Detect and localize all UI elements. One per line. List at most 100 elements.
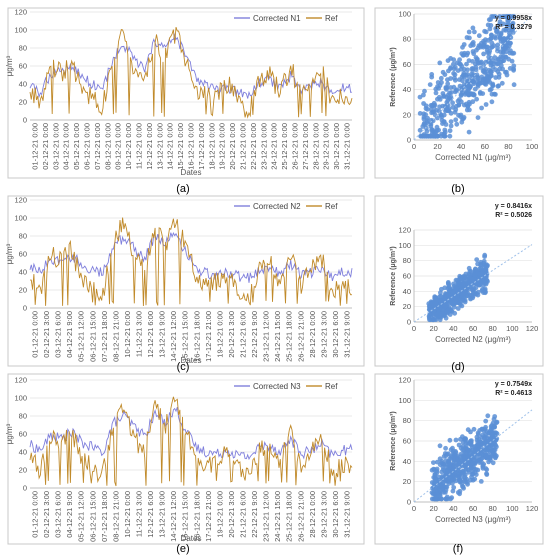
- scatter-point: [448, 119, 454, 124]
- y-tick-label: 0: [23, 116, 27, 125]
- scatter-point: [437, 60, 443, 66]
- scatter-point: [428, 117, 434, 123]
- scatter-point: [481, 68, 487, 73]
- scatter-point: [470, 472, 475, 477]
- legend-label: Ref: [325, 14, 338, 23]
- y-tick-label: 0: [407, 318, 411, 327]
- scatter-point: [483, 37, 488, 43]
- scatter-point: [503, 54, 509, 60]
- scatter-point: [446, 451, 451, 457]
- scatter-point: [457, 275, 463, 281]
- scatter-point: [506, 27, 512, 33]
- x-tick-label: 04-12-21 0:00: [62, 123, 71, 170]
- scatter-point: [472, 458, 477, 463]
- scatter-point: [438, 75, 444, 81]
- scatter-point: [446, 292, 451, 298]
- x-tick-label: 03-12-21 6:00: [54, 311, 63, 358]
- r-squared-label: R² = 0.4613: [495, 390, 532, 397]
- scatter-point: [481, 258, 487, 264]
- scatter-point: [459, 303, 465, 309]
- series-line-ref: [29, 396, 353, 487]
- scatter-point: [478, 479, 484, 484]
- x-tick-label: 16-12-21 0:00: [187, 123, 196, 170]
- panel-label: (a): [176, 183, 189, 195]
- y-tick-label: 120: [398, 226, 411, 235]
- scatter-point: [501, 27, 507, 33]
- x-axis-title: Dates: [181, 356, 202, 365]
- y-tick-label: 60: [19, 250, 27, 259]
- x-tick-label: 25-12-21 0:00: [280, 123, 289, 170]
- scatter-point: [476, 33, 482, 39]
- scatter-point: [426, 315, 432, 321]
- scatter-point: [437, 496, 442, 502]
- x-tick-label: 05-12-21 0:00: [72, 123, 81, 170]
- scatter-point: [444, 106, 450, 112]
- x-tick-label: 04-12-21 9:00: [65, 491, 74, 538]
- scatter-point: [422, 88, 427, 94]
- scatter-point: [423, 125, 429, 131]
- scatter-point: [450, 104, 456, 110]
- scatter-point: [489, 99, 495, 105]
- x-tick-label: 06-12-21 15:00: [88, 311, 97, 362]
- scatter-point: [423, 106, 429, 111]
- scatter-point: [477, 91, 483, 96]
- x-tick-label: 17-12-21 21:00: [204, 491, 213, 542]
- scatter-point: [417, 127, 423, 133]
- x-tick-label: 13-12-21 0:00: [155, 123, 164, 170]
- legend-label: Corrected N3: [253, 382, 301, 391]
- scatter-point: [470, 290, 476, 296]
- x-tick-label: 12-12-21 6:00: [146, 311, 155, 358]
- y-tick-label: 80: [19, 232, 27, 241]
- scatter-point: [509, 24, 515, 30]
- scatter-point: [444, 100, 450, 105]
- scatter-point: [474, 257, 480, 262]
- scatter-point: [492, 424, 497, 430]
- x-tick-label: 10-12-21 0:00: [123, 491, 132, 538]
- scatter-point: [417, 111, 423, 116]
- scatter-point: [499, 80, 505, 86]
- x-tick-label: 80: [488, 324, 496, 333]
- y-tick-label: 80: [403, 35, 411, 44]
- scatter-point: [445, 286, 451, 291]
- x-tick-label: 03-12-21 6:00: [54, 491, 63, 538]
- scatter-point: [480, 77, 486, 83]
- y-axis-title: Reference (μg/m³): [390, 47, 397, 107]
- scatter-point: [495, 61, 501, 66]
- x-tick-label: 07-12-21 0:00: [93, 123, 102, 170]
- x-axis-title: Dates: [181, 534, 202, 543]
- scatter-point: [441, 467, 446, 472]
- y-tick-label: 20: [403, 477, 411, 486]
- scatter-point: [436, 307, 441, 313]
- scatter-point: [441, 313, 446, 318]
- scatter-point: [501, 45, 506, 50]
- scatter-point: [471, 426, 477, 432]
- scatter-point: [487, 48, 493, 54]
- scatter-point: [457, 57, 462, 63]
- scatter-point: [498, 38, 504, 44]
- scatter-point: [441, 119, 447, 125]
- scatter-chart-f: 0 20 40 60 80 100 120 0 20 40 60 80 100 120 y = 0.7549…: [374, 373, 544, 545]
- scatter-point: [470, 59, 475, 64]
- x-tick-label: 29-12-21 3:00: [319, 491, 328, 538]
- x-tick-label: 60: [481, 142, 489, 151]
- trendline: [413, 244, 533, 323]
- x-axis-title: Dates: [181, 168, 202, 177]
- scatter-point: [470, 92, 475, 98]
- legend-label: Ref: [325, 382, 338, 391]
- scatter-point: [444, 484, 450, 490]
- scatter-point: [457, 479, 463, 485]
- scatter-point: [488, 36, 494, 41]
- scatter-point: [436, 311, 441, 316]
- scatter-point: [467, 35, 472, 41]
- scatter-point: [465, 447, 471, 453]
- panel-frame: [7, 195, 365, 367]
- x-tick-label: 01-12-21 0:00: [31, 491, 40, 538]
- scatter-point: [495, 83, 501, 89]
- line-chart-c: 0 20 40 60 80 100 120 μg/m³ Corrected N2 Ref 01-12…: [5, 195, 365, 367]
- panel-frame: [7, 373, 365, 545]
- scatter-point: [443, 303, 448, 309]
- scatter-point: [485, 413, 491, 419]
- x-tick-label: 14-12-21 12:00: [169, 311, 178, 362]
- scatter-point: [429, 126, 435, 132]
- x-tick-label: 16-12-21 18:00: [192, 491, 201, 542]
